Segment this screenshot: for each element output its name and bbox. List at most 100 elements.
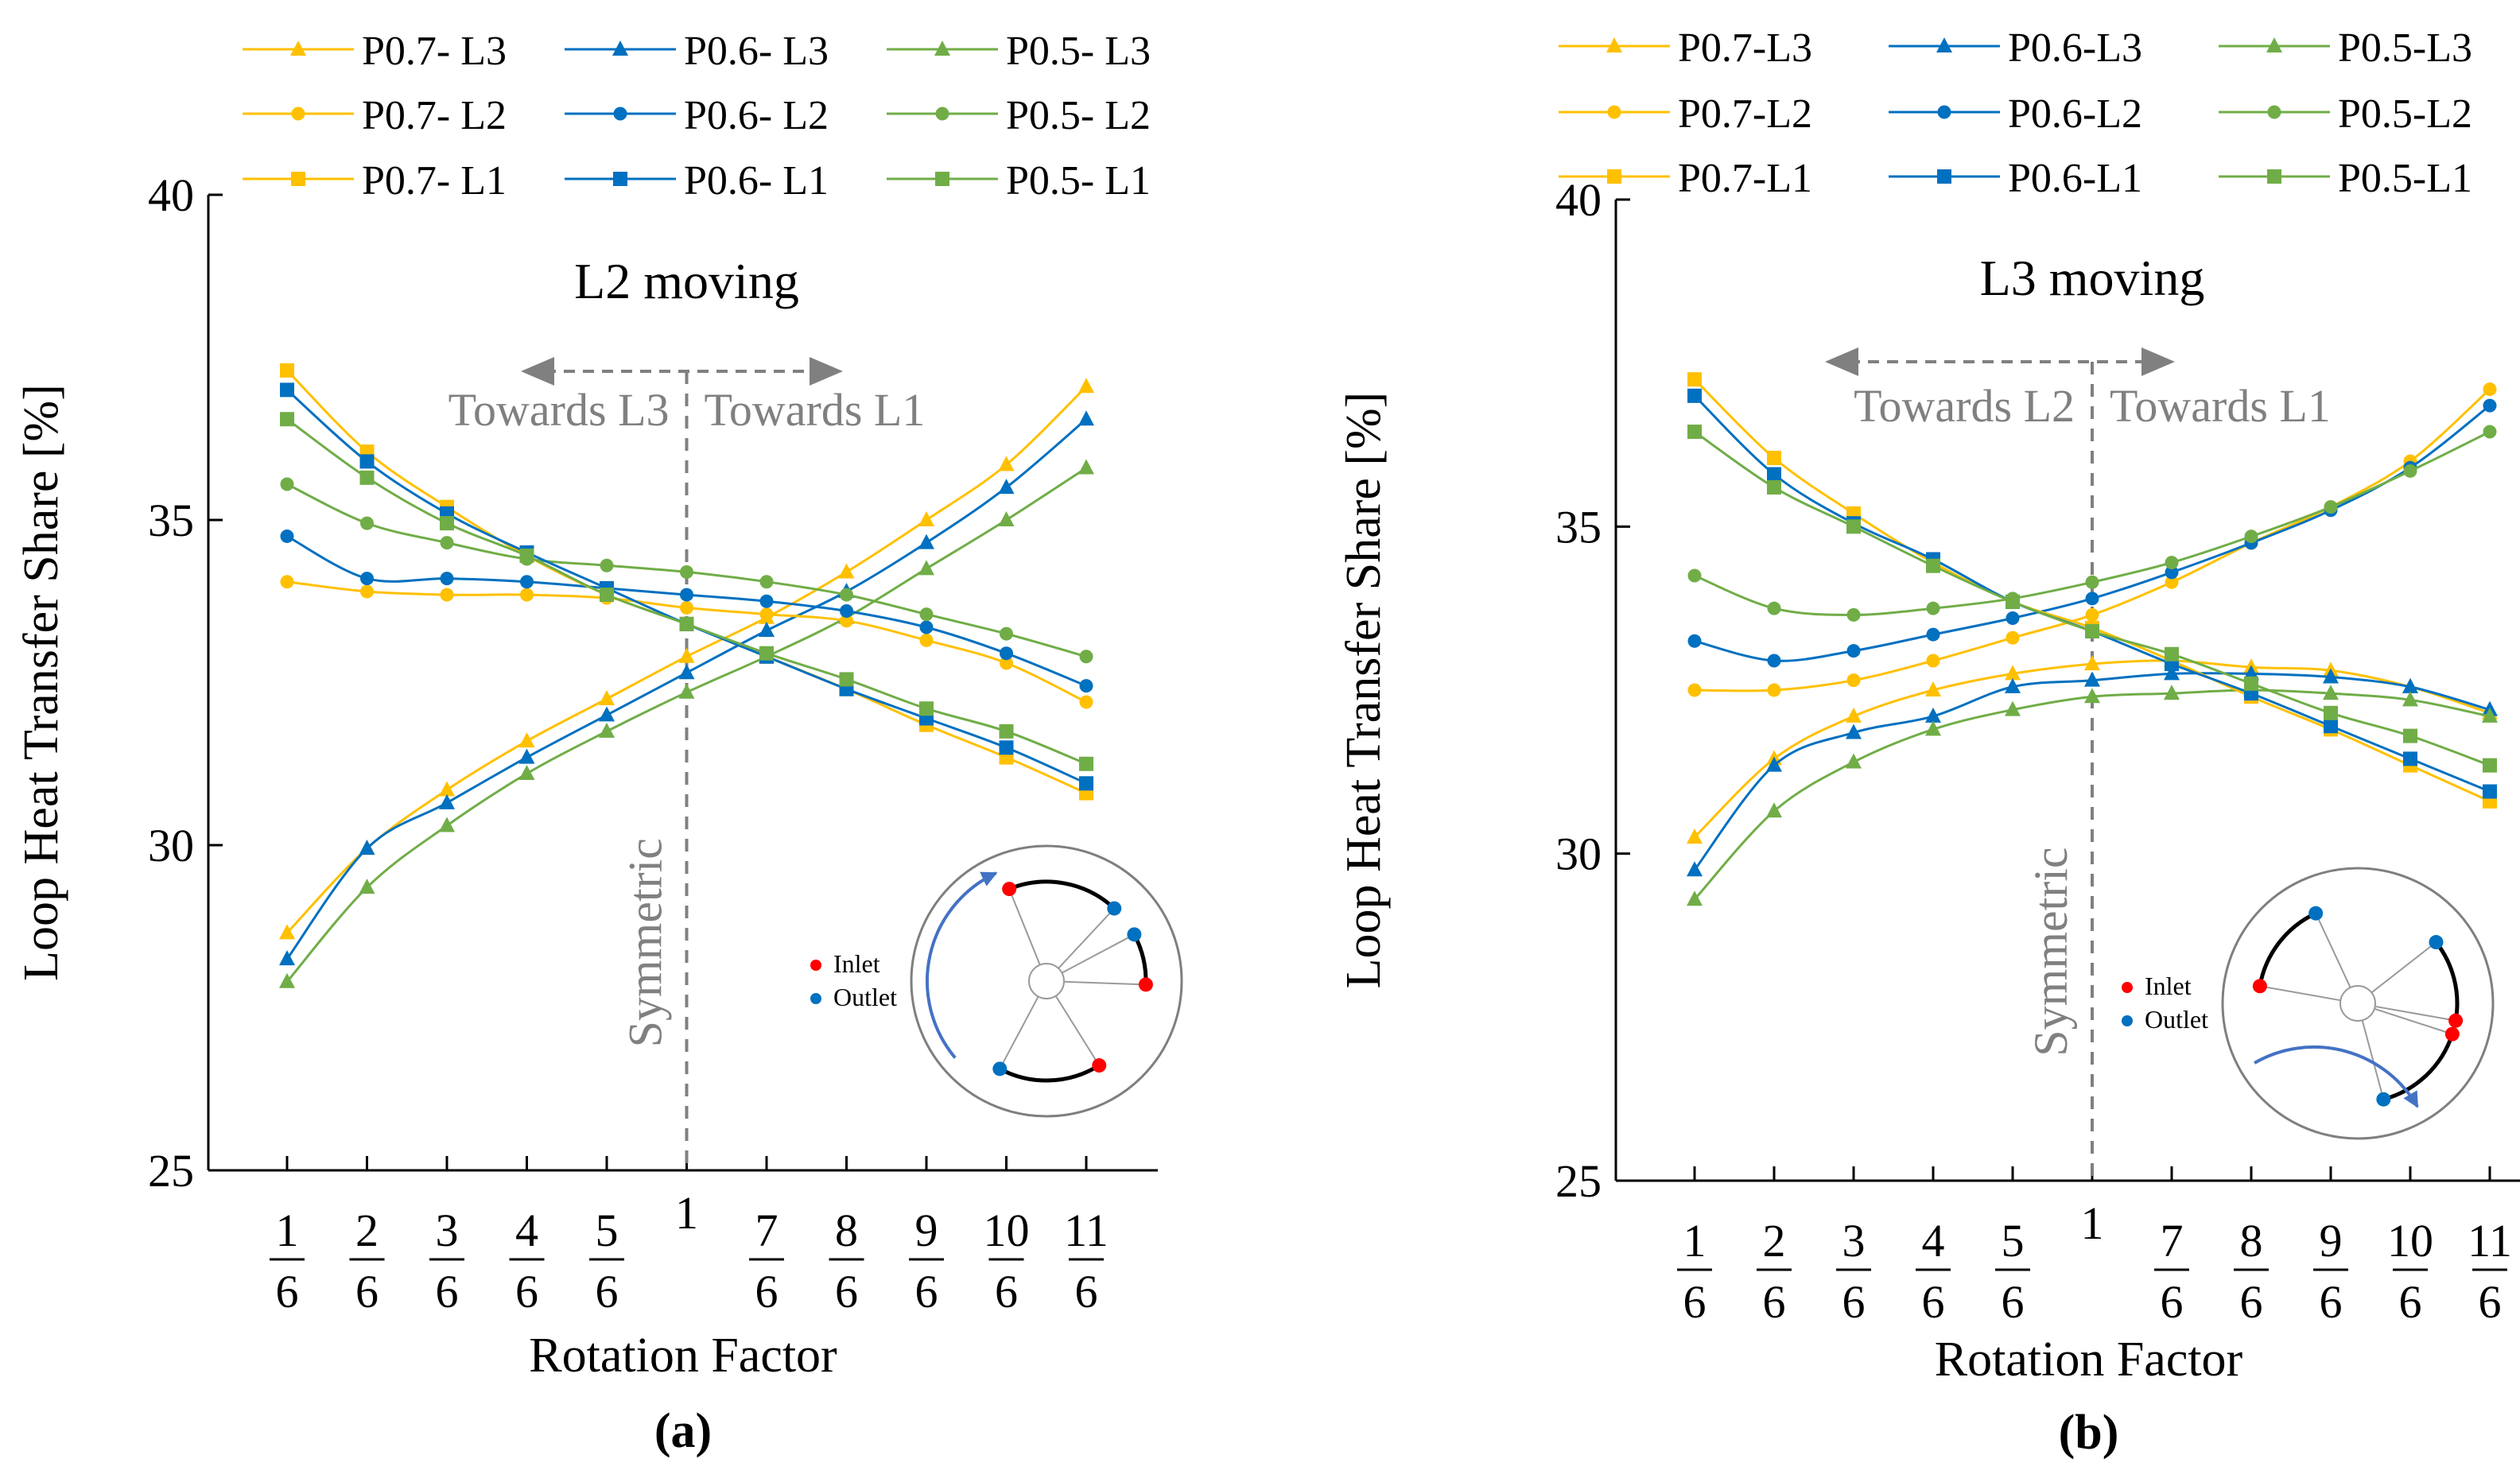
x-tick-numerator: 1 — [276, 1205, 299, 1256]
legend-entry: P0.6-L2 — [1889, 91, 2142, 137]
chart-title: L2 moving — [574, 253, 799, 309]
inset-legend-outlet-label: Outlet — [833, 983, 897, 1011]
x-tick-label: 1 — [2081, 1197, 2104, 1249]
data-point — [440, 588, 454, 602]
legend-marker — [1607, 105, 1621, 119]
left-arrowhead — [521, 357, 554, 386]
legend-label: P0.5- L2 — [1006, 93, 1151, 138]
data-point — [520, 575, 534, 589]
data-point — [279, 950, 295, 966]
legend-marker — [2266, 37, 2282, 52]
inset-legend-outlet-label: Outlet — [2145, 1005, 2208, 1034]
x-tick-denominator: 6 — [2479, 1276, 2502, 1328]
legend-label: P0.7- L3 — [362, 29, 507, 74]
outlet-dot — [1107, 901, 1122, 916]
inset-legend-inlet-dot — [2122, 982, 2133, 993]
legend-marker — [1937, 105, 1951, 119]
inset-spoke — [2371, 941, 2437, 994]
outlet-dot — [1127, 927, 1142, 942]
data-point — [2483, 382, 2497, 397]
data-point — [1687, 388, 1702, 403]
towards-right-label: Towards L1 — [705, 384, 926, 436]
data-point — [2164, 665, 2180, 681]
legend-marker — [2267, 105, 2281, 119]
data-point — [1925, 720, 1941, 736]
x-tick-denominator: 6 — [1683, 1276, 1707, 1328]
data-point — [280, 575, 294, 589]
data-point — [1687, 372, 1702, 387]
y-tick-label: 25 — [1555, 1155, 1602, 1207]
outlet-dot — [992, 1061, 1008, 1077]
x-tick-denominator: 6 — [1922, 1276, 1945, 1328]
x-axis-label: Rotation Factor — [1935, 1333, 2243, 1387]
data-point — [599, 689, 615, 705]
legend-marker — [1936, 37, 1952, 52]
x-tick-numerator: 5 — [2002, 1215, 2025, 1267]
data-point — [2006, 630, 2020, 645]
inset-spoke — [1008, 888, 1041, 965]
data-point — [2482, 707, 2498, 723]
data-point — [679, 616, 694, 631]
x-tick-numerator: 1 — [1683, 1215, 1707, 1267]
data-point — [2084, 671, 2100, 687]
legend-label: P0.7- L2 — [362, 93, 507, 138]
x-tick-numerator: 2 — [1763, 1215, 1786, 1267]
data-point — [1687, 861, 1703, 877]
legend-marker — [935, 107, 949, 121]
data-point — [440, 536, 454, 550]
data-point — [919, 633, 934, 647]
data-point — [2483, 425, 2497, 439]
data-point — [1767, 467, 1781, 482]
legend-label: P0.7-L3 — [1678, 25, 1812, 71]
data-point — [919, 701, 934, 716]
data-point — [680, 588, 693, 602]
inset-schematic: Inlet Outlet — [810, 844, 1183, 1118]
inset-spoke — [2361, 1019, 2385, 1100]
inlet-dot — [1138, 977, 1153, 992]
inlet-dot — [2444, 1026, 2460, 1042]
y-tick-label: 30 — [1555, 828, 1602, 880]
inset-spoke — [1063, 980, 1146, 986]
legend-entry: P0.5- L3 — [887, 29, 1151, 74]
x-tick-denominator: 6 — [2320, 1276, 2343, 1328]
data-point — [2483, 758, 2497, 773]
x-tick-numerator: 4 — [1922, 1215, 1945, 1267]
legend-label: P0.6-L3 — [2008, 25, 2142, 71]
inset-spoke — [1054, 995, 1101, 1066]
data-point — [2324, 705, 2338, 720]
data-point — [2402, 691, 2418, 707]
x-tick-numerator: 11 — [2468, 1215, 2512, 1267]
x-tick-numerator: 9 — [2320, 1215, 2343, 1267]
data-point — [2085, 623, 2099, 638]
x-tick-denominator: 6 — [276, 1266, 299, 1317]
legend-label: P0.7-L1 — [1678, 156, 1812, 201]
data-point — [2005, 665, 2021, 681]
x-tick-denominator: 6 — [596, 1266, 619, 1317]
data-point — [599, 706, 615, 722]
inset-loop-arc — [999, 1063, 1101, 1083]
y-tick-label: 40 — [1555, 174, 1602, 226]
data-point — [359, 840, 375, 855]
legend-entry: P0.7-L1 — [1559, 156, 1812, 201]
data-point — [520, 588, 534, 602]
data-point — [360, 572, 374, 586]
legend-entry: P0.7-L3 — [1559, 25, 1812, 71]
data-point — [600, 558, 614, 572]
chart-panel-a: 25 30 35 40 1 6 2 6 3 6 4 6 5 6 1 7 6 8 6 9 6 10 6 11 6 Rotation … — [14, 29, 1183, 1458]
data-point — [2483, 784, 2497, 799]
data-point — [998, 479, 1015, 495]
data-point — [1000, 627, 1013, 641]
data-point — [280, 477, 294, 491]
data-point — [2164, 685, 2180, 700]
legend-label: P0.5-L1 — [2338, 156, 2472, 201]
left-arrowhead — [1825, 347, 1858, 376]
legend-label: P0.6-L2 — [2008, 91, 2142, 137]
legend-entry: P0.5- L2 — [887, 93, 1151, 138]
legend-label: P0.5- L3 — [1006, 29, 1151, 74]
y-tick-label: 35 — [148, 495, 194, 546]
data-point — [838, 563, 855, 579]
legend-marker — [291, 107, 305, 121]
data-point — [2005, 700, 2021, 716]
right-arrowhead — [810, 357, 843, 386]
rotation-arrow — [926, 871, 998, 1059]
